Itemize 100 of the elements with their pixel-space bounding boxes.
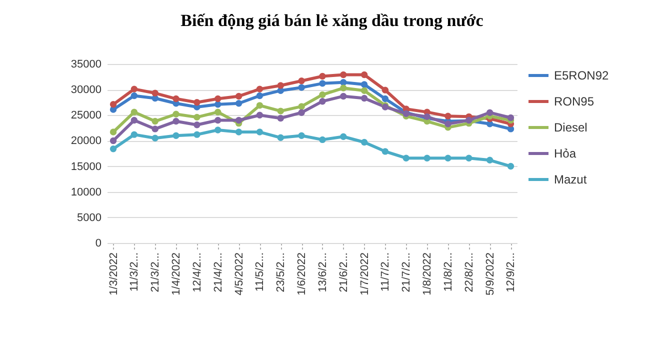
chart-title: Biến động giá bán lẻ xăng dầu trong nước (180, 11, 484, 30)
point (110, 128, 117, 136)
point (298, 132, 305, 139)
point (152, 126, 158, 132)
point (194, 99, 200, 106)
y-tick-label: 25000 (70, 110, 102, 122)
point (130, 116, 138, 124)
point (340, 84, 347, 92)
point (214, 95, 222, 102)
x-tick-label: 13/6/2... (316, 252, 329, 292)
point (298, 103, 305, 110)
point (340, 79, 347, 86)
x-tick-label: 1/4/2022 (170, 252, 183, 296)
point (235, 128, 242, 136)
y-tick-label: 10000 (70, 186, 102, 198)
point (402, 154, 410, 162)
point (194, 114, 200, 121)
y-tick-label: 20000 (70, 135, 102, 148)
point (110, 146, 117, 152)
point (424, 154, 430, 162)
y-tick-label: 30000 (70, 84, 102, 96)
point (382, 95, 389, 102)
legend-label: E5RON92 (554, 68, 610, 82)
point (382, 148, 389, 155)
x-tick-label: 1/7/2022 (358, 252, 371, 296)
point (277, 114, 284, 122)
point (298, 109, 305, 116)
x-tick-label: 12/9/2... (505, 252, 518, 292)
point (298, 84, 305, 91)
legend-label: Mazut (554, 172, 588, 186)
y-tick-label: 15000 (70, 160, 102, 173)
point (360, 138, 368, 146)
point (172, 132, 180, 139)
point (130, 131, 138, 138)
x-tick-label: 1/6/2022 (296, 252, 308, 296)
y-tick-label: 5000 (77, 212, 102, 224)
point (256, 92, 264, 100)
point (319, 72, 326, 80)
x-tick-label: 11/5/2... (254, 252, 266, 292)
point (466, 154, 472, 162)
point (507, 162, 514, 170)
x-tick-label: 21/6/2... (338, 252, 350, 292)
point (340, 133, 347, 140)
x-tick-label: 4/5/2022 (233, 252, 246, 296)
x-tick-label: 22/8/2... (463, 252, 476, 292)
point (277, 134, 284, 141)
point (256, 86, 264, 92)
point (235, 92, 242, 100)
point (214, 116, 222, 124)
x-tick-label: 23/5/2... (275, 252, 288, 292)
x-tick-label: 1/8/2022 (422, 252, 434, 296)
point (152, 90, 158, 96)
x-tick-label: 11/8/2... (442, 252, 454, 292)
point (360, 87, 368, 94)
y-tick-label: 35000 (70, 58, 102, 70)
x-tick-label: 21/3/2... (150, 252, 162, 292)
point (319, 136, 326, 144)
point (277, 108, 284, 114)
point (152, 118, 158, 125)
point (486, 109, 494, 116)
point (130, 86, 138, 92)
point (360, 94, 368, 102)
point (360, 71, 368, 78)
point (214, 108, 222, 116)
point (507, 114, 514, 122)
legend-label: Diesel (554, 120, 588, 134)
x-tick-label: 12/4/2... (191, 252, 204, 292)
point (319, 91, 326, 98)
point (235, 100, 242, 107)
point (214, 126, 222, 134)
point (172, 95, 180, 102)
point (382, 86, 389, 94)
x-tick-label: 21/4/2... (212, 252, 224, 292)
point (130, 92, 138, 100)
point (256, 102, 264, 109)
point (256, 112, 264, 118)
point (444, 112, 452, 120)
x-tick-label: 11/7/2... (380, 252, 392, 292)
point (340, 71, 347, 78)
x-tick-label: 1/3/2022 (108, 252, 120, 296)
point (360, 81, 368, 88)
point (130, 108, 138, 116)
point (298, 78, 305, 84)
point (340, 92, 347, 100)
point (194, 131, 200, 138)
x-tick-label: 5/9/2022 (484, 252, 496, 296)
point (152, 134, 158, 142)
y-tick-label: 0 (95, 238, 102, 250)
point (256, 128, 264, 136)
point (277, 82, 284, 89)
point (486, 156, 494, 164)
point (110, 101, 117, 108)
point (444, 154, 452, 162)
legend-label: Hỏa (554, 146, 576, 160)
point (444, 120, 452, 128)
point (214, 101, 222, 108)
x-tick-label: 21/7/2... (400, 252, 413, 292)
point (194, 122, 200, 128)
point (319, 80, 326, 87)
point (110, 137, 117, 144)
